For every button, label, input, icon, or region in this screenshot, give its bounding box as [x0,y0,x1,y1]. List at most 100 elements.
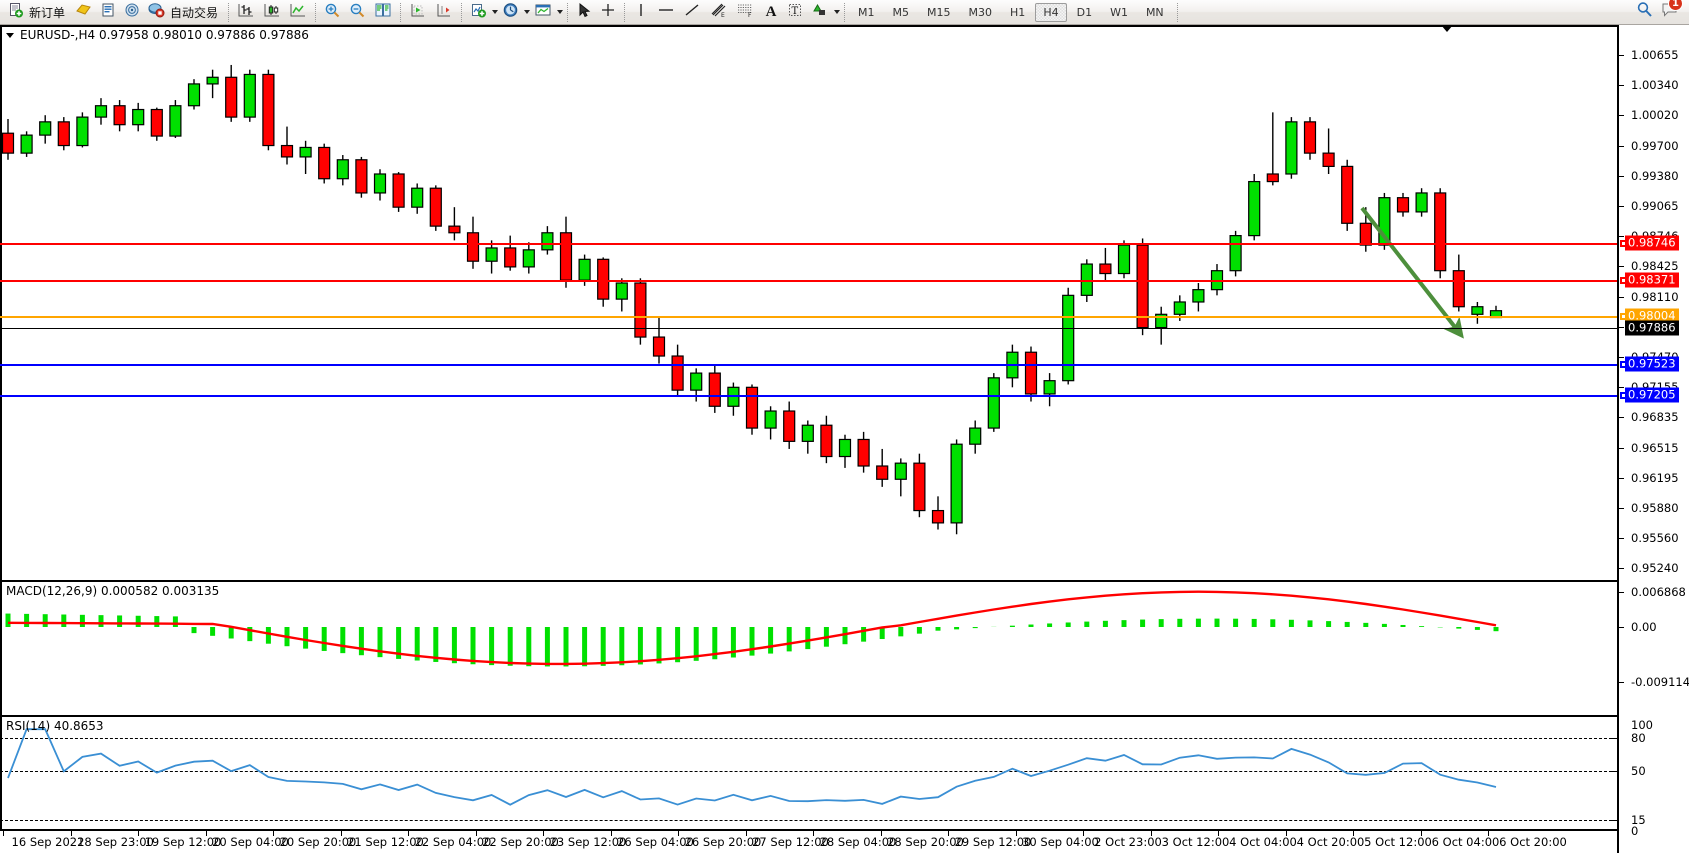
time-axis-label: 20 Sep 04:00 [212,835,289,849]
time-tick-mark [273,831,274,836]
price-scale[interactable]: 1.00655 1.00340 1.00020 0.99700 0.99380 0.990… [1611,25,1689,853]
tile-windows-button[interactable] [371,1,395,23]
price-badge-support-1[interactable]: 0.97523 [1620,356,1679,372]
macd-label: MACD(12,26,9) 0.000582 0.003135 [6,584,220,598]
price-badge-resistance-1[interactable]: 0.98746 [1620,235,1679,251]
indicators-dropdown-caret[interactable] [492,10,499,14]
time-tick-mark [70,831,72,836]
level-line-pivot[interactable] [0,316,1617,318]
zoom-out-button[interactable] [346,1,369,23]
level-line-support-2[interactable] [0,395,1617,397]
bar-chart-button[interactable] [234,1,258,23]
timeframe-w1[interactable]: W1 [1110,5,1128,19]
zoom-in-button[interactable] [321,1,344,23]
time-axis-label: 3 Oct 12:00 [1161,835,1230,849]
text-label-button[interactable]: T [784,1,806,23]
time-tick-mark [3,831,4,836]
candle-body [1024,351,1038,395]
chart-collapse-arrow[interactable] [6,33,14,38]
templates-icon [534,2,552,23]
time-axis-label: 20 Sep 20:00 [279,835,357,849]
fibonacci-button[interactable]: F [733,1,758,23]
price-tick-label: 0.95240 [1631,561,1679,576]
candle-body [987,377,1000,429]
crosshair-button[interactable] [597,1,619,23]
indicators-button[interactable] [467,1,490,23]
timeframe-h1[interactable]: H1 [1010,5,1026,19]
macd-tick-label: -0.009114 [1631,675,1689,689]
shapes-button[interactable] [808,1,832,23]
price-tick-label: 0.98425 [1631,259,1679,274]
templates-dropdown-caret[interactable] [557,10,564,14]
candlestick-chart-button[interactable] [260,1,284,23]
candle-body [578,258,591,281]
svg-text:F: F [748,12,752,18]
timeframe-h4[interactable]: H4 [1035,2,1067,22]
market-watch-button[interactable] [97,1,119,23]
price-badge-support-2[interactable]: 0.97205 [1620,387,1679,403]
price-badge-current-price[interactable]: 0.97886 [1625,320,1679,336]
level-drag-handle[interactable] [1620,360,1627,368]
chart-area[interactable]: EURUSD-,H4 0.97958 0.98010 0.97886 0.978… [0,25,1689,853]
auto-scroll-button[interactable] [406,1,430,23]
time-axis-label: 22 Sep 20:00 [482,835,559,849]
periods-button[interactable] [499,1,522,23]
candle-body [392,173,405,208]
left-axis-line [0,25,2,829]
new-order-button[interactable]: 新订单 [5,1,70,23]
timeframe-m30[interactable]: M30 [968,5,993,19]
shapes-icon [811,2,829,23]
level-line-support-1[interactable] [0,364,1617,366]
level-line-resistance-2[interactable] [0,280,1617,282]
autotrading-button[interactable]: 自动交易 [145,1,223,23]
level-drag-handle[interactable] [1620,312,1627,320]
trendline-icon [683,2,701,23]
trendline-button[interactable] [680,1,704,23]
rsi-indicator-layer [7,728,1497,806]
line-chart-button[interactable] [286,1,310,23]
price-badge-resistance-2[interactable]: 0.98371 [1620,272,1679,288]
level-line-resistance-1[interactable] [0,243,1617,245]
candle-body [76,116,89,147]
timeframe-mn[interactable]: MN [1145,5,1164,19]
time-axis-label: 6 Oct 20:00 [1499,835,1567,849]
cursor-button[interactable] [573,1,595,23]
price-tick-label: 1.00655 [1631,48,1679,62]
timeframe-m1[interactable]: M1 [858,5,875,19]
timeframe-m15[interactable]: M15 [927,5,951,19]
level-drag-handle[interactable] [1620,239,1627,247]
vertical-line-button[interactable] [630,1,652,23]
toolbar-separator [567,2,569,22]
text-icon: A [765,3,777,20]
toolbar-separator [624,2,626,22]
profiles-icon [75,2,92,23]
search-icon[interactable] [1636,1,1653,23]
level-drag-handle[interactable] [1620,391,1627,399]
time-tick-mark [1488,831,1489,836]
price-badge-pivot-level[interactable]: 0.98004 [1620,308,1679,324]
price-tick-label: 1.00340 [1631,78,1679,93]
shapes-dropdown-caret[interactable] [834,10,841,14]
time-axis[interactable]: 16 Sep 2022 18 Sep 23:00 19 Sep 12:00 20 Se… [0,829,1617,853]
data-window-button[interactable] [121,1,143,23]
timeframe-d1[interactable]: D1 [1076,5,1093,19]
time-axis-label: 16 Sep 2022 [11,835,85,849]
templates-button[interactable] [531,1,555,23]
timeframe-m5[interactable]: M5 [892,5,910,19]
level-drag-handle[interactable] [1620,276,1627,284]
time-axis-label: 28 Sep 04:00 [819,835,897,849]
data-window-icon [124,2,140,23]
price-tick-mark [1619,85,1624,87]
candle-body [1303,121,1317,154]
price-tick-mark [1619,55,1624,56]
profiles-button[interactable] [72,1,95,23]
price-tick-label: 0.95560 [1631,531,1679,546]
text-button[interactable]: A [760,1,782,23]
horizontal-line-button[interactable] [654,1,678,23]
candle-body [262,73,275,147]
notification-bubble-icon[interactable]: 1 [1661,0,1683,23]
chart-shift-button[interactable] [432,1,456,23]
periods-dropdown-caret[interactable] [524,10,531,14]
equidistant-channel-button[interactable]: E [706,1,731,23]
rsi-tick-label: 50 [1631,764,1646,778]
